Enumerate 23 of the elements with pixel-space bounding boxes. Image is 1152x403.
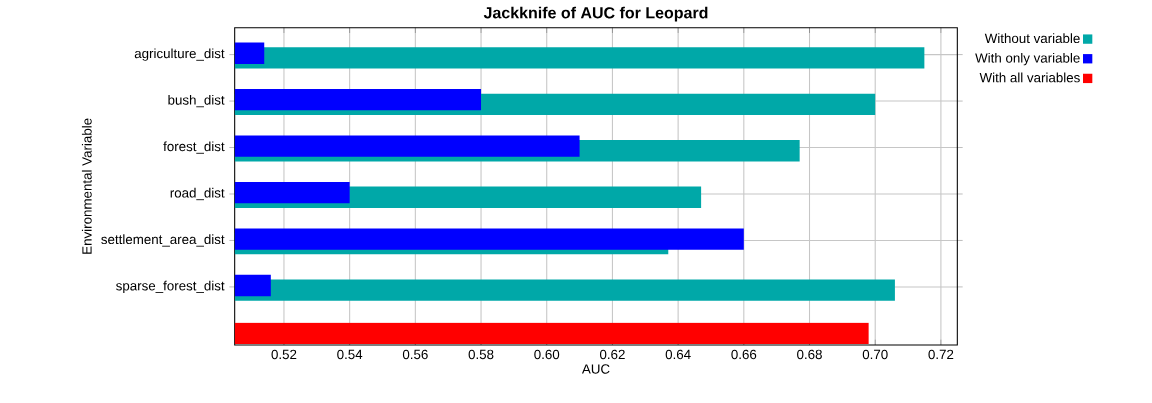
legend-label: With all variables	[979, 72, 1080, 83]
x-tick-label: 0.52	[271, 349, 297, 360]
chart-title: Jackknife of AUC for Leopard	[483, 6, 708, 22]
y-tick-label: agriculture_dist	[134, 48, 225, 61]
y-tick-label: forest_dist	[163, 141, 225, 154]
x-tick-label: 0.68	[797, 349, 822, 360]
x-tick-label: 0.72	[928, 349, 954, 360]
legend-label: With only variable	[975, 52, 1080, 66]
y-axis-title: Environmental Variable	[81, 118, 92, 254]
x-tick-label: 0.70	[862, 349, 888, 360]
x-tick-label: 0.60	[534, 349, 560, 360]
y-tick-label: road_dist	[170, 187, 225, 201]
x-axis-title: AUC	[581, 364, 610, 374]
y-tick-label: bush_dist	[168, 94, 225, 108]
x-tick-label: 0.64	[665, 349, 691, 360]
x-tick-label: 0.54	[337, 349, 363, 360]
x-tick-label: 0.58	[468, 349, 494, 360]
legend-label: Without variable	[984, 33, 1080, 44]
y-tick-label: settlement_area_dist	[101, 234, 225, 247]
x-tick-label: 0.56	[402, 349, 428, 360]
x-tick-label: 0.62	[599, 349, 625, 360]
y-tick-label: sparse_forest_dist	[116, 280, 225, 294]
x-tick-label: 0.66	[731, 349, 757, 360]
